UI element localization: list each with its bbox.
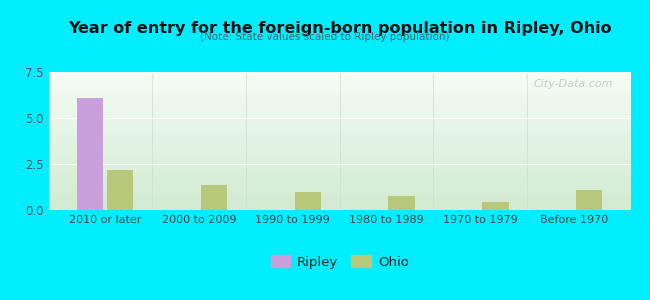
Text: (Note: State values scaled to Ripley population): (Note: State values scaled to Ripley pop…: [200, 32, 450, 41]
Bar: [482, 202, 508, 210]
Bar: [201, 185, 227, 210]
Title: Year of entry for the foreign-born population in Ripley, Ohio: Year of entry for the foreign-born popul…: [68, 21, 612, 36]
Legend: Ripley, Ohio: Ripley, Ohio: [264, 248, 415, 275]
Bar: [389, 196, 415, 210]
Bar: [294, 192, 321, 210]
Text: City-Data.com: City-Data.com: [534, 79, 613, 89]
Bar: [107, 169, 133, 210]
Bar: [576, 190, 603, 210]
Bar: [77, 98, 103, 210]
